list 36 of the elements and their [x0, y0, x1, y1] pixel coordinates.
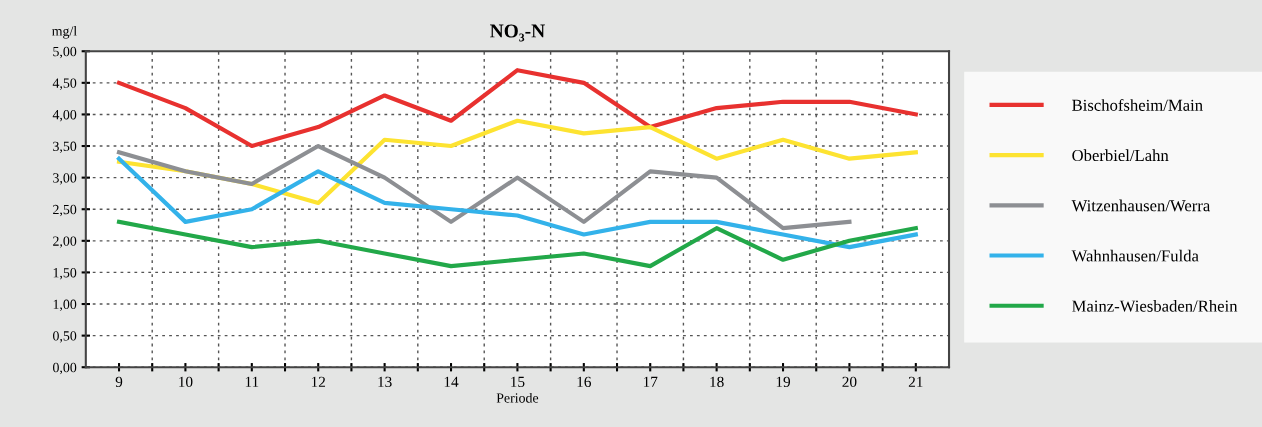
legend-label: Wahnhausen/Fulda	[1071, 249, 1199, 262]
y-tick-label: 3,50	[53, 141, 77, 153]
x-axis-title: Periode	[496, 392, 539, 403]
x-tick-label: 11	[245, 376, 259, 387]
y-tick-label: 3,00	[53, 173, 77, 185]
y-tick-label: 4,00	[52, 110, 77, 122]
x-tick-label: 21	[908, 376, 923, 387]
x-tick-label: 19	[776, 376, 791, 387]
y-tick-label: 4,50	[52, 78, 77, 90]
y-tick-label: 5,00	[53, 46, 77, 59]
x-tick-label: 13	[378, 376, 392, 387]
y-tick-label: 1,00	[53, 299, 77, 311]
x-tick-label: 10	[179, 376, 193, 387]
y-tick-label: 1,50	[53, 268, 77, 280]
line-series	[116, 219, 918, 269]
y-axis-title: mg/l	[52, 25, 77, 39]
x-tick-label: 12	[311, 376, 326, 387]
x-tick-label: 20	[842, 376, 857, 387]
y-tick-label: 2,50	[53, 204, 77, 217]
legend-label: Mainz-Wiesbaden/Rhein	[1072, 300, 1238, 312]
x-tick-label: 9	[115, 376, 123, 387]
x-tick-label: 18	[710, 376, 724, 387]
line-series	[116, 143, 852, 231]
legend-label: Witzenhausen/Werra	[1071, 199, 1211, 212]
chart-title: NO₃-N	[490, 24, 545, 42]
x-tick-label: 17	[643, 376, 658, 387]
legend-label: Bischofsheim/Main	[1072, 98, 1203, 111]
x-tick-label: 14	[444, 376, 459, 387]
x-tick-label: 15	[511, 376, 525, 387]
y-tick-label: 0,50	[53, 331, 77, 343]
line-series	[116, 156, 918, 250]
y-tick-label: 0,00	[53, 362, 77, 375]
x-tick-label: 16	[577, 376, 591, 387]
line-series	[116, 68, 918, 149]
legend-label: Oberbiel/Lahn	[1072, 149, 1169, 162]
y-tick-label: 2,00	[53, 236, 77, 248]
